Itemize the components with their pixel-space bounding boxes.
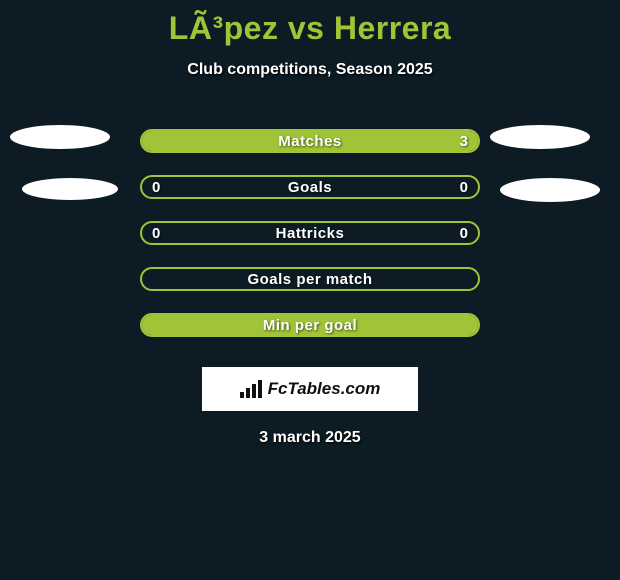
stat-value-left: 0 bbox=[152, 223, 160, 243]
stat-value-left: 0 bbox=[152, 177, 160, 197]
stat-bar: Matches3 bbox=[140, 129, 480, 153]
stat-value-right: 0 bbox=[460, 177, 468, 197]
player-ellipse bbox=[10, 125, 110, 149]
stat-label: Goals per match bbox=[142, 269, 478, 289]
stat-row: Goals per match bbox=[0, 267, 620, 313]
stat-value-right: 3 bbox=[460, 131, 468, 151]
page-title: LÃ³pez vs Herrera bbox=[0, 0, 620, 47]
brand-badge: FcTables.com bbox=[202, 367, 418, 411]
date-label: 3 march 2025 bbox=[0, 429, 620, 447]
stats-container: Matches3Goals00Hattricks00Goals per matc… bbox=[0, 129, 620, 359]
stat-bar: Hattricks0 0 bbox=[140, 221, 480, 245]
stat-label: Goals bbox=[142, 177, 478, 197]
player-ellipse bbox=[500, 178, 600, 202]
brand-text: FcTables.com bbox=[268, 379, 381, 399]
stat-value-right: 0 bbox=[460, 223, 468, 243]
stat-label: Matches bbox=[142, 131, 478, 151]
stat-label: Min per goal bbox=[142, 315, 478, 335]
bar-chart-icon bbox=[240, 380, 262, 398]
player-ellipse bbox=[22, 178, 118, 200]
stat-row: Min per goal bbox=[0, 313, 620, 359]
stat-bar: Goals per match bbox=[140, 267, 480, 291]
player-ellipse bbox=[490, 125, 590, 149]
subtitle: Club competitions, Season 2025 bbox=[0, 61, 620, 79]
stat-bar: Goals0 0 bbox=[140, 175, 480, 199]
stat-bar: Min per goal bbox=[140, 313, 480, 337]
stat-label: Hattricks bbox=[142, 223, 478, 243]
stat-row: Hattricks0 0 bbox=[0, 221, 620, 267]
